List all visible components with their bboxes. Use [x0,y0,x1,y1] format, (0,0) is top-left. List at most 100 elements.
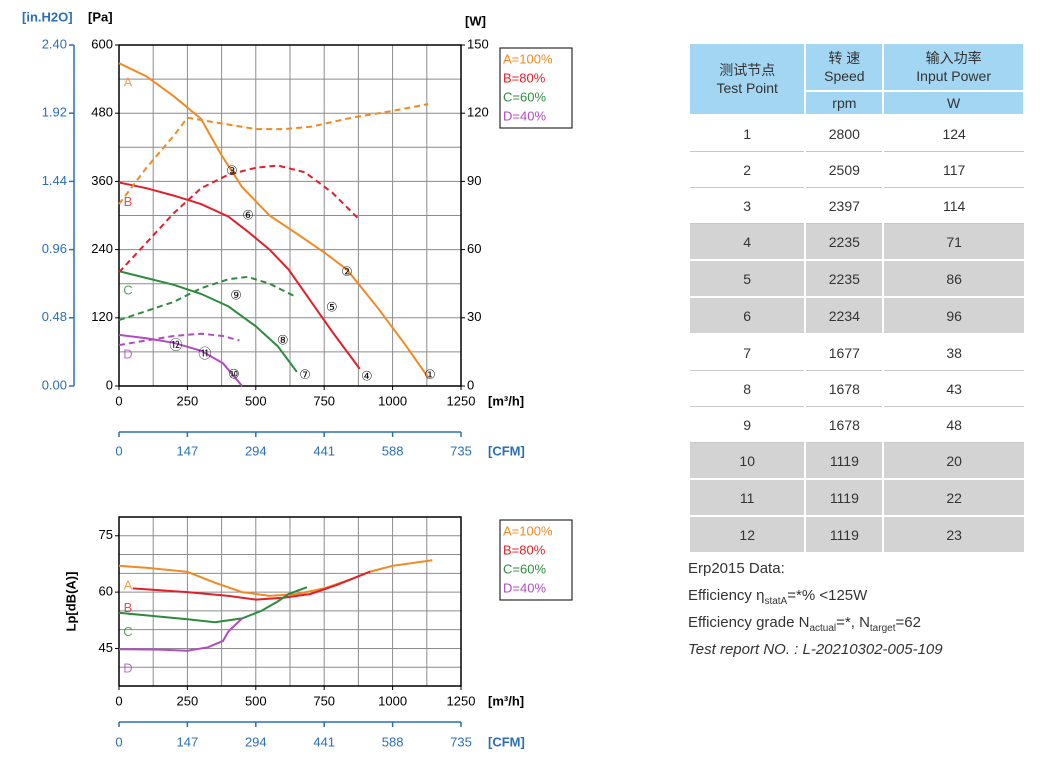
x-tick-label: 1000 [378,393,407,408]
power-curve [118,164,361,273]
x2-axis-label: [CFM] [488,734,525,749]
header-cell: 转 速 Speed [804,42,885,92]
table-cell: 48 [882,406,1024,443]
y2-tick-label: 0 [467,377,474,392]
table-cell: 117 [882,151,1024,188]
x2-tick-label: 294 [245,443,267,458]
subscript: target [869,623,896,634]
table-row: 8 1678 43 [687,370,1024,407]
x-tick-label: 250 [177,693,199,708]
table-row: 9 1678 48 [687,406,1024,443]
y-tick-label: 600 [91,36,113,51]
header-cell: 输入功率 Input Power [882,42,1025,92]
curve-label: D [123,346,132,361]
table-row: 7 1677 38 [687,334,1024,371]
table-cell: 22 [882,479,1024,517]
table-cell: 2509 [804,151,884,188]
test-point: ⑥ [242,208,254,223]
x2-tick-label: 588 [382,734,404,749]
y2-tick-label: 60 [467,241,481,256]
table-cell: 1678 [804,370,884,407]
subscript: actual [809,623,837,634]
x-tick-label: 750 [313,693,335,708]
curve-label: C [123,624,132,639]
table-cell: 2235 [804,223,884,261]
y-tick-label: 45 [99,640,113,655]
y-tick-label: 60 [99,584,113,599]
curve [118,617,243,652]
header-text: Input Power [916,68,991,84]
y3-tick-label: 1.92 [42,105,67,120]
table-cell: 20 [882,442,1024,480]
table-body: 1 2800 124 2 2509 117 3 2397 114 4 2235 71 5 2235 86 6 2… [687,115,1024,554]
table-row: 2 2509 117 [687,151,1024,188]
x-axis-label: [m³/h] [488,693,524,708]
y-tick-label: 240 [91,241,113,256]
y3-tick-label: 2.40 [42,36,67,51]
legend-entry: A=100% [503,523,553,538]
y-tick-label: 75 [99,527,113,542]
x-tick-label: 500 [245,393,267,408]
table-row: 12 1119 23 [687,516,1024,554]
curve [118,62,430,379]
y3-axis-label: [in.H2O] [22,9,73,24]
note-text: =*, N [836,614,870,631]
y3-tick-label: 0.00 [42,377,67,392]
x-tick-label: 750 [313,393,335,408]
y-tick-label: 480 [91,105,113,120]
table-row: 3 2397 114 [687,187,1024,224]
test-point-table: 测试节点 Test Point 转 速 Speed 输入功率 Input Power … [687,42,1025,554]
test-point: ⑤ [326,300,338,315]
y3-tick-label: 1.44 [42,173,67,188]
table-cell: 1677 [804,334,884,371]
y2-tick-label: 120 [467,105,489,120]
x2-tick-label: 441 [313,443,335,458]
legend-entry: D=40% [503,580,546,595]
table-cell: 38 [882,334,1024,371]
curve-label: C [123,283,132,298]
notes-line: Efficiency grade Nactual=*, Ntarget=62 [688,614,943,641]
notes-title: Erp2015 Data: [688,560,785,577]
curve-label: B [124,194,133,209]
x2-tick-label: 0 [115,443,122,458]
curve-label: A [124,577,133,592]
y2-axis-label: [W] [465,13,486,28]
curve [118,181,361,370]
test-point: ⑩ [228,367,240,382]
table-cell: 4 [687,223,806,261]
x-tick-label: 1250 [447,693,476,708]
table-cell: 71 [882,223,1024,261]
curve [118,270,298,373]
y-tick-label: 0 [106,377,113,392]
y-tick-label: 120 [91,309,113,324]
table-cell: 2397 [804,187,884,224]
plot-frame [118,44,462,387]
x2-tick-label: 147 [177,443,199,458]
table-cell: 10 [687,442,806,480]
table-row: 1 2800 124 [687,115,1024,152]
x2-tick-label: 588 [382,443,404,458]
x2-tick-label: 0 [115,734,122,749]
x-tick-label: 500 [245,693,267,708]
x2-tick-label: 441 [313,734,335,749]
legend-entry: B=80% [503,542,546,557]
x-tick-label: 0 [115,693,122,708]
charts: 0 250 500 750 1000 1250 [m³/h]0120240360480600… [22,9,573,749]
test-point: ② [341,264,353,279]
power-curve [118,275,298,322]
header-text: 输入功率 [925,50,982,66]
test-point: ① [424,367,436,382]
y2-tick-label: 150 [467,36,489,51]
header-cell: 测试节点 Test Point [687,42,807,116]
x-tick-label: 1000 [378,693,407,708]
test-point: ⑪ [198,346,211,361]
legend-entry: D=40% [503,108,546,123]
header-text: 测试节点 [719,62,776,78]
note-text: Efficiency η [688,587,765,604]
legend-entry: C=60% [503,561,546,576]
table-row: 5 2235 86 [687,260,1024,298]
erp-notes: Erp2015 Data: Efficiency ηstatA=*% <125W… [688,560,943,668]
table-cell: 12 [687,516,806,554]
x2-tick-label: 147 [177,734,199,749]
y-tick-label: 360 [91,173,113,188]
